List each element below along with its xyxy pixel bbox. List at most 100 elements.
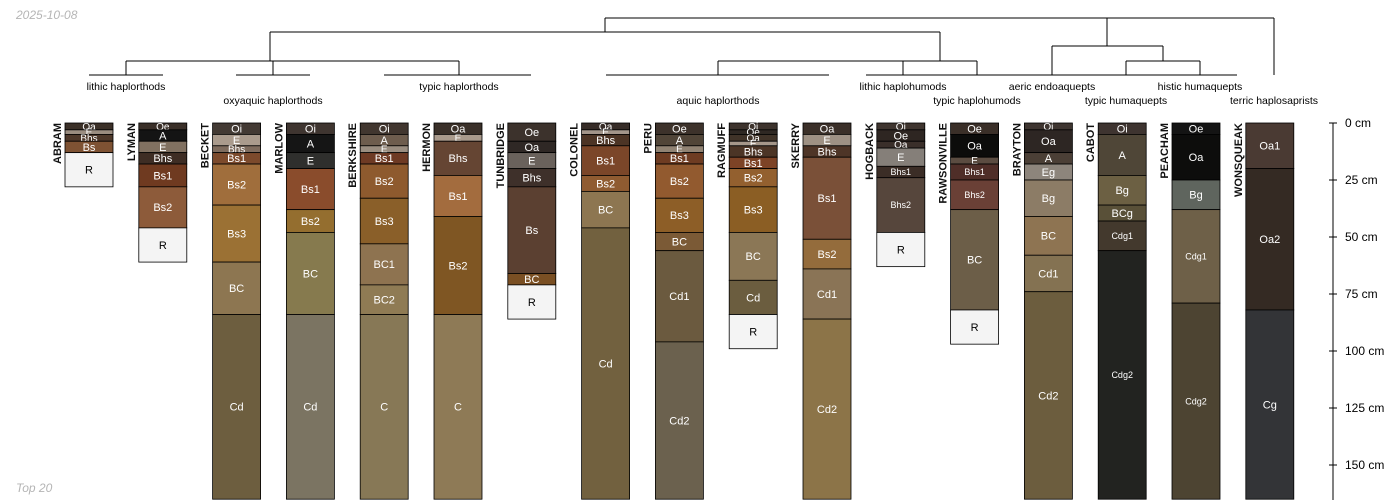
horizon-label: Bs1 xyxy=(153,170,172,182)
soil-profile-wonsqueak: WONSQUEAK Oa1 Oa2 Cg xyxy=(1233,122,1295,500)
horizon-label: BC xyxy=(598,204,613,216)
dendrogram: lithic haplorthods oxyaquic haplorthods ty… xyxy=(87,17,1318,107)
horizon-label: E xyxy=(381,145,388,156)
horizon-bhs2 xyxy=(950,179,999,211)
horizon-bs2 xyxy=(802,238,852,270)
horizon-label: Bg xyxy=(1042,193,1055,205)
horizon-label: Cdg2 xyxy=(1111,370,1133,380)
horizon-label: E xyxy=(823,135,830,147)
footer-stamp: Top 20 xyxy=(16,481,53,495)
horizon-label: E xyxy=(159,142,166,154)
horizon-label: Bhs xyxy=(80,133,97,144)
horizon-bs3 xyxy=(212,204,262,263)
horizon-r xyxy=(728,314,778,350)
horizon-label: Bs3 xyxy=(670,210,689,222)
horizon-label: A xyxy=(307,138,315,150)
horizon-label: Oi xyxy=(748,122,758,133)
horizon-label: Cd xyxy=(230,402,244,414)
horizon-cg xyxy=(1245,309,1295,500)
taxon-label: aeric endoaquepts xyxy=(1009,81,1095,93)
taxon-label: lithic haplorthods xyxy=(87,81,166,93)
profile-name: TUNBRIDGE xyxy=(495,123,507,188)
horizon-c xyxy=(359,314,409,500)
horizon-label: Bs2 xyxy=(375,176,394,188)
horizon-label: Bg xyxy=(1189,190,1202,202)
horizon-cd xyxy=(581,227,630,500)
horizon-label: Bg xyxy=(1115,185,1128,197)
taxon-label: oxyaquic haplorthods xyxy=(223,95,322,107)
horizon-cd1 xyxy=(802,268,852,320)
horizon-label: E xyxy=(307,155,314,167)
horizon-label: Oe xyxy=(967,124,982,136)
horizon-label: R xyxy=(159,240,167,252)
horizon-label: Bs3 xyxy=(227,228,246,240)
horizon-cd xyxy=(212,314,262,500)
horizon-bc xyxy=(212,261,262,315)
horizon-label: E xyxy=(86,128,93,139)
horizon-cdg1 xyxy=(1097,220,1147,252)
horizon-r xyxy=(64,152,114,188)
horizon-label: C xyxy=(380,402,388,414)
horizon-cd1 xyxy=(1024,254,1073,293)
taxon-label: histic humaquepts xyxy=(1158,81,1243,93)
horizon-bc xyxy=(285,232,335,315)
horizon-label: Oe xyxy=(524,127,539,139)
date-stamp: 2025-10-08 xyxy=(16,8,78,22)
profile-name: RAWSONVILLE xyxy=(938,123,950,204)
horizon-label: Bhs xyxy=(818,146,837,158)
horizon-label: Bhs2 xyxy=(891,200,912,210)
horizon-bs1 xyxy=(285,168,335,211)
horizon-label: Oa xyxy=(967,141,983,153)
profile-name: BECKET xyxy=(200,123,212,169)
horizon-label: Oa xyxy=(451,124,467,136)
horizon-label: R xyxy=(85,165,93,177)
depth-tick-label: 75 cm xyxy=(1345,287,1378,301)
horizon-bg xyxy=(1024,179,1073,217)
horizon-label: Bhs xyxy=(522,173,541,185)
horizon-label: Cd2 xyxy=(817,404,837,416)
taxon-label: typic haplorthods xyxy=(419,81,498,93)
horizon-label: A xyxy=(1045,153,1053,165)
horizon-label: Oi xyxy=(896,122,906,133)
profile-name: COLONEL xyxy=(569,123,581,177)
horizon-label: Bs1 xyxy=(818,193,837,205)
horizon-r xyxy=(138,227,188,263)
profile-name: PERU xyxy=(642,123,654,154)
horizon-bs1 xyxy=(433,175,483,217)
taxon-label: typic haplohumods xyxy=(933,95,1021,107)
horizon-label: E xyxy=(971,156,978,167)
horizon-cdg2 xyxy=(1097,250,1147,500)
horizon-c xyxy=(433,314,483,500)
horizon-label: Bs1 xyxy=(375,153,394,165)
horizon-label: BC2 xyxy=(373,295,394,307)
horizon-label: Bs1 xyxy=(449,191,468,203)
horizon-label: A xyxy=(676,135,684,147)
horizon-label: Oe xyxy=(1189,124,1204,136)
horizon-label: Bs2 xyxy=(596,178,615,190)
horizon-label: Bs2 xyxy=(153,202,172,214)
horizon-bhs2 xyxy=(876,177,926,233)
horizon-label: BC xyxy=(229,283,244,295)
horizon-label: Oa xyxy=(820,124,836,136)
horizon-label: BC xyxy=(967,255,982,267)
horizon-label: Bs1 xyxy=(301,184,320,196)
horizon-label: Bhs2 xyxy=(964,190,985,200)
profile-name: HERMON xyxy=(421,123,433,172)
horizon-label: Bs2 xyxy=(818,249,837,261)
horizon-bhs xyxy=(433,140,483,176)
horizon-label: BC1 xyxy=(373,259,394,271)
horizon-label: E xyxy=(602,128,609,139)
taxon-label: aquic haplorthods xyxy=(677,95,760,107)
soil-profile-cabot: CABOT Oi A Bg BCg Cdg1 Cdg2 xyxy=(1085,122,1147,500)
horizon-label: Oi xyxy=(379,124,390,136)
horizon-cd2 xyxy=(655,341,704,500)
soil-profile-brayton: BRAYTON Oi Oa A Eg Bg BC Cd1 Cd2 xyxy=(1011,122,1073,500)
horizon-label: Cd2 xyxy=(1038,390,1058,402)
horizon-label: BC xyxy=(746,251,761,263)
